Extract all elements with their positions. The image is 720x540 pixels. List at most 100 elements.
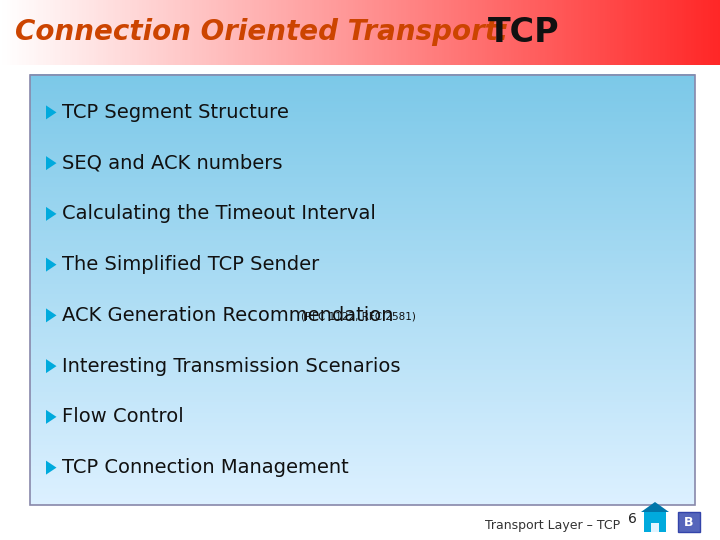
Bar — [30, 356, 695, 359]
Bar — [30, 374, 695, 376]
Bar — [30, 111, 695, 114]
Bar — [30, 437, 695, 439]
Text: TCP Segment Structure: TCP Segment Structure — [61, 103, 289, 122]
Bar — [482, 0, 486, 65]
Bar — [595, 0, 598, 65]
Bar — [115, 0, 119, 65]
Bar — [30, 134, 695, 137]
Bar — [490, 0, 493, 65]
Bar — [103, 0, 107, 65]
Bar — [533, 0, 536, 65]
Bar — [30, 166, 695, 168]
Bar — [19, 0, 22, 65]
Bar — [235, 0, 238, 65]
Bar — [30, 236, 695, 238]
Bar — [485, 0, 488, 65]
Bar — [418, 0, 421, 65]
Bar — [382, 0, 385, 65]
Bar — [387, 0, 390, 65]
Bar — [30, 339, 695, 342]
Bar — [30, 100, 695, 102]
Bar — [30, 495, 695, 498]
Bar — [30, 407, 695, 409]
Bar — [30, 418, 695, 421]
Bar — [30, 205, 695, 207]
Bar — [30, 262, 695, 264]
Bar — [526, 0, 529, 65]
Bar — [30, 491, 695, 494]
Bar — [684, 0, 688, 65]
Bar — [538, 0, 541, 65]
Bar — [30, 342, 695, 345]
Bar — [30, 322, 695, 325]
Bar — [139, 0, 143, 65]
Bar — [30, 467, 695, 469]
Bar — [30, 219, 695, 221]
Bar — [30, 396, 695, 399]
Bar — [413, 0, 416, 65]
Bar — [621, 0, 625, 65]
Bar — [30, 362, 695, 365]
Bar — [30, 299, 695, 301]
Polygon shape — [46, 461, 56, 475]
Bar — [30, 259, 695, 261]
Bar — [34, 0, 37, 65]
Bar — [593, 0, 596, 65]
Bar — [302, 0, 306, 65]
Bar — [30, 220, 695, 222]
Bar — [252, 0, 256, 65]
Bar — [30, 284, 695, 286]
Bar — [30, 490, 695, 492]
Bar — [30, 89, 695, 91]
Bar — [379, 0, 382, 65]
Polygon shape — [641, 502, 669, 512]
Bar — [30, 498, 695, 501]
Bar — [30, 424, 695, 426]
Bar — [446, 0, 450, 65]
Bar — [362, 0, 366, 65]
Bar — [30, 401, 695, 403]
Bar — [360, 0, 364, 65]
Bar — [346, 0, 349, 65]
Bar — [598, 0, 601, 65]
Bar — [30, 375, 695, 377]
Bar — [209, 0, 212, 65]
Bar — [30, 160, 695, 163]
Bar — [30, 109, 695, 111]
Bar — [271, 0, 274, 65]
Bar — [437, 0, 440, 65]
Bar — [675, 0, 678, 65]
Bar — [398, 0, 402, 65]
Bar — [207, 0, 210, 65]
Bar — [30, 258, 695, 260]
Bar — [30, 78, 695, 81]
Bar — [603, 0, 606, 65]
Bar — [30, 315, 695, 317]
Bar — [182, 0, 186, 65]
Bar — [30, 392, 695, 395]
Bar — [511, 0, 515, 65]
Bar — [641, 0, 644, 65]
Bar — [30, 329, 695, 332]
Bar — [30, 420, 695, 422]
Bar — [30, 126, 695, 128]
Bar — [650, 0, 654, 65]
Bar — [30, 363, 695, 366]
Bar — [151, 0, 155, 65]
Bar — [30, 156, 695, 158]
Bar — [127, 0, 130, 65]
Bar — [22, 0, 25, 65]
Polygon shape — [46, 258, 56, 272]
Bar — [657, 0, 661, 65]
Bar — [110, 0, 114, 65]
Bar — [30, 408, 695, 410]
Bar — [12, 0, 15, 65]
Bar — [30, 181, 695, 184]
Bar — [590, 0, 594, 65]
Bar — [30, 402, 695, 404]
Bar — [607, 0, 611, 65]
Bar — [30, 378, 695, 380]
Bar — [30, 247, 695, 250]
Bar — [106, 0, 109, 65]
Bar — [30, 449, 695, 452]
